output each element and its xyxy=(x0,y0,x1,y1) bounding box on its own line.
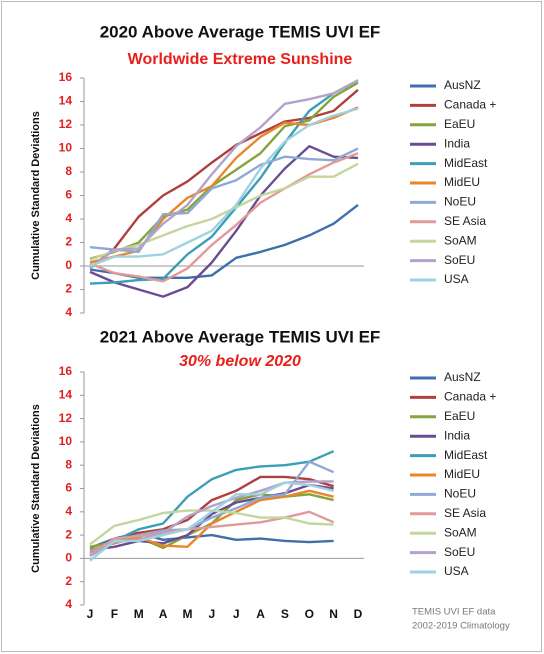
x-tick-label: M xyxy=(182,607,192,621)
series-line xyxy=(89,483,334,552)
footnote: TEMIS UVI EF data xyxy=(412,607,496,618)
y-tick-label: 2 xyxy=(65,235,72,249)
x-tick-label: J xyxy=(233,607,240,621)
x-tick-label: M xyxy=(134,607,144,621)
chart-subtitle: Worldwide Extreme Sunshine xyxy=(128,51,353,68)
legend-label: NoEU xyxy=(444,487,476,501)
legend-label: SE Asia xyxy=(444,506,486,520)
legend-label: Canada + xyxy=(444,98,496,112)
legend-label: USA xyxy=(444,272,469,286)
legend-label: India xyxy=(444,428,470,442)
y-tick-label: 12 xyxy=(59,117,73,131)
series-line xyxy=(89,162,359,262)
chart-title: 2020 Above Average TEMIS UVI EF xyxy=(100,22,381,41)
series-line xyxy=(89,152,359,283)
y-tick-label: 6 xyxy=(65,188,72,202)
series-line xyxy=(89,79,359,285)
x-tick-label: F xyxy=(111,607,118,621)
x-tick-label: D xyxy=(354,607,363,621)
y-axis-label: Cumulative Standard Deviations xyxy=(30,404,42,573)
y-tick-label: 2 xyxy=(65,574,72,588)
legend-label: NoEU xyxy=(444,195,476,209)
y-tick-label: 0 xyxy=(65,551,72,565)
legend-label: MidEU xyxy=(444,175,480,189)
y-axis-label: Cumulative Standard Deviations xyxy=(30,111,42,280)
series-line xyxy=(89,107,359,268)
legend-label: MidEU xyxy=(444,467,480,481)
series-line xyxy=(89,79,359,270)
x-tick-label: O xyxy=(305,607,314,621)
y-tick-label: 2 xyxy=(65,282,72,296)
x-tick-label: S xyxy=(281,607,289,621)
y-tick-label: 14 xyxy=(59,94,73,108)
y-tick-label: 4 xyxy=(65,305,72,319)
legend-label: MidEast xyxy=(444,448,488,462)
legend-label: EaEU xyxy=(444,117,475,131)
series-line xyxy=(89,145,359,298)
y-tick-label: 10 xyxy=(59,141,73,155)
y-tick-label: 2 xyxy=(65,527,72,541)
y-tick-label: 16 xyxy=(59,364,73,378)
y-tick-label: 16 xyxy=(59,70,73,84)
legend-label: AusNZ xyxy=(444,370,481,384)
series-line xyxy=(89,81,359,261)
x-tick-label: A xyxy=(256,607,265,621)
chart-title: 2021 Above Average TEMIS UVI EF xyxy=(100,327,381,346)
x-tick-label: N xyxy=(329,607,338,621)
series-line xyxy=(89,510,335,556)
y-tick-label: 0 xyxy=(65,258,72,272)
legend-label: SE Asia xyxy=(444,214,486,228)
legend-label: MidEast xyxy=(444,156,488,170)
chart-subtitle: 30% below 2020 xyxy=(179,353,301,370)
series-line xyxy=(89,450,335,554)
y-tick-label: 10 xyxy=(59,434,73,448)
legend-label: Canada + xyxy=(444,390,496,404)
y-tick-label: 8 xyxy=(65,164,72,178)
legend-label: SoEU xyxy=(444,545,475,559)
legend-label: SoAM xyxy=(444,525,477,539)
series-line xyxy=(89,147,359,254)
legend-label: AusNZ xyxy=(444,78,481,92)
y-tick-label: 12 xyxy=(59,411,73,425)
x-tick-label: J xyxy=(87,607,94,621)
legend-label: EaEU xyxy=(444,409,475,423)
x-tick-label: J xyxy=(208,607,215,621)
y-tick-label: 8 xyxy=(65,457,72,471)
series-line xyxy=(89,481,334,562)
footnote: 2002-2019 Climatology xyxy=(412,621,510,632)
y-tick-label: 4 xyxy=(65,211,72,225)
legend-label: SoAM xyxy=(444,233,477,247)
legend-label: India xyxy=(444,136,470,150)
y-tick-label: 4 xyxy=(65,504,72,518)
y-tick-label: 14 xyxy=(59,387,73,401)
x-tick-label: A xyxy=(159,607,168,621)
y-tick-label: 4 xyxy=(65,597,72,611)
legend-label: SoEU xyxy=(444,253,475,267)
legend-label: USA xyxy=(444,564,469,578)
y-tick-label: 6 xyxy=(65,481,72,495)
